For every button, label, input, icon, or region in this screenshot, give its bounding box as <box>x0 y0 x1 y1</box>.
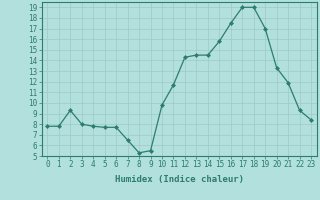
X-axis label: Humidex (Indice chaleur): Humidex (Indice chaleur) <box>115 175 244 184</box>
